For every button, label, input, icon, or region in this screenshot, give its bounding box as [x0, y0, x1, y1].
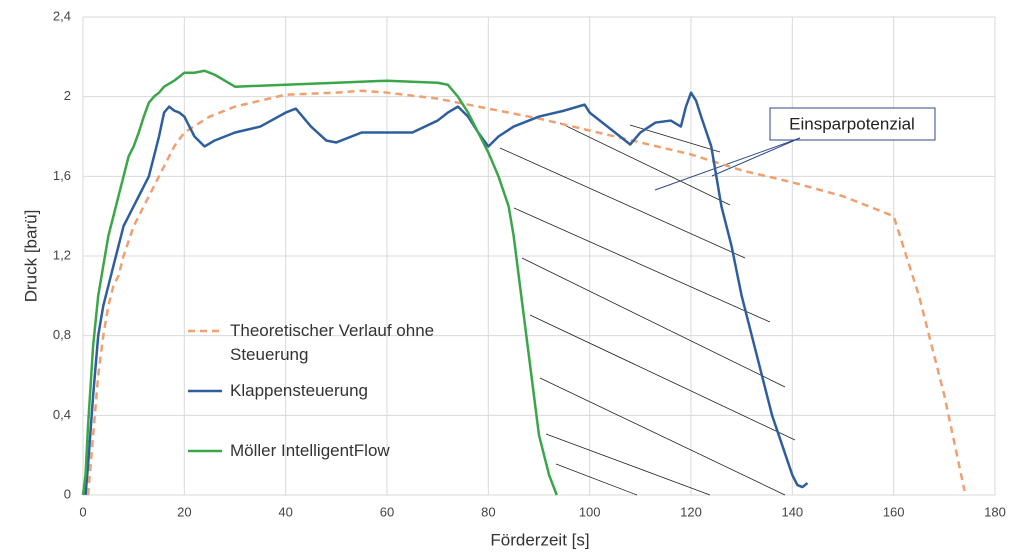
annotation-arrow [711, 137, 801, 177]
y-tick-label: 0 [64, 486, 71, 501]
y-tick-label: 2,4 [53, 8, 71, 23]
x-tick-label: 80 [481, 504, 495, 519]
legend-label: Möller IntelligentFlow [230, 441, 390, 460]
x-tick-label: 160 [883, 504, 905, 519]
series-line [81, 69, 558, 496]
annotation-box [769, 107, 936, 141]
x-axis-title: Förderzeit [s] [490, 530, 589, 549]
hatching [499, 122, 796, 496]
x-tick-label: 60 [380, 504, 394, 519]
x-tick-label: 100 [579, 504, 601, 519]
legend-label: Theoretischer Verlauf ohne Steuerung [230, 321, 435, 364]
x-tick-label: 140 [781, 504, 803, 519]
y-tick-label: 2 [64, 88, 71, 103]
legend-label: Klappensteuerung [230, 381, 369, 400]
x-tick-label: 180 [984, 504, 1006, 519]
y-axis-title: Druck [barü] [21, 210, 40, 303]
y-tick-label: 0,4 [53, 407, 71, 422]
x-tick-label: 0 [79, 504, 86, 519]
y-tick-label: 0,8 [53, 327, 71, 342]
y-tick-label: 1,6 [53, 168, 71, 183]
series-line [86, 89, 966, 496]
series-line [84, 91, 809, 496]
x-tick-label: 20 [177, 504, 191, 519]
x-tick-label: 40 [278, 504, 292, 519]
annotation-arrow [654, 137, 801, 191]
annotation: Einsparpotenzial [789, 114, 915, 133]
x-tick-label: 120 [680, 504, 702, 519]
y-tick-label: 1,2 [53, 247, 71, 262]
